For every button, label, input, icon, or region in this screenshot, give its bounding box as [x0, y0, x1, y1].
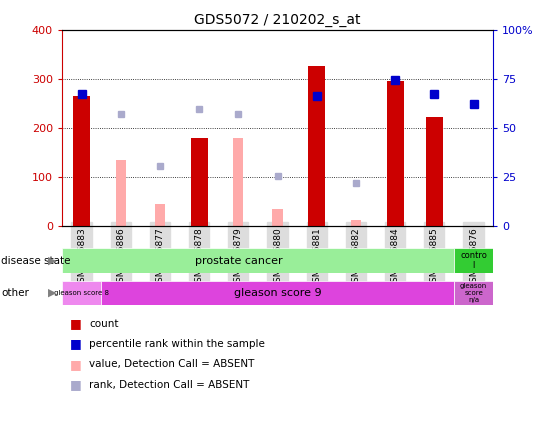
Text: gleason score 8: gleason score 8 [54, 290, 109, 296]
Bar [101, 281, 454, 305]
Text: gleason score 9: gleason score 9 [234, 288, 321, 298]
Text: contro
l: contro l [460, 251, 487, 270]
Text: ■: ■ [70, 358, 82, 371]
Bar [351, 220, 361, 226]
Text: other: other [1, 288, 29, 298]
Text: ▶: ▶ [48, 255, 57, 266]
Bar [454, 248, 493, 273]
Bar [73, 96, 90, 226]
Bar [233, 138, 244, 226]
Bar [454, 281, 493, 305]
Bar [308, 66, 326, 226]
Bar [426, 117, 443, 226]
Bar [273, 209, 282, 226]
Text: ■: ■ [70, 338, 82, 350]
Text: gleason
score
n/a: gleason score n/a [460, 283, 487, 303]
Text: ■: ■ [70, 317, 82, 330]
Text: count: count [89, 319, 119, 329]
Bar [62, 281, 101, 305]
Text: ▶: ▶ [48, 288, 57, 298]
Bar [191, 138, 208, 226]
Text: disease state: disease state [1, 255, 71, 266]
Bar [116, 160, 126, 226]
Bar [155, 204, 165, 226]
Text: prostate cancer: prostate cancer [195, 255, 282, 266]
Text: ■: ■ [70, 378, 82, 391]
Title: GDS5072 / 210202_s_at: GDS5072 / 210202_s_at [195, 13, 361, 27]
Text: rank, Detection Call = ABSENT: rank, Detection Call = ABSENT [89, 379, 250, 390]
Bar [386, 81, 404, 226]
Text: percentile rank within the sample: percentile rank within the sample [89, 339, 265, 349]
Text: value, Detection Call = ABSENT: value, Detection Call = ABSENT [89, 359, 254, 369]
